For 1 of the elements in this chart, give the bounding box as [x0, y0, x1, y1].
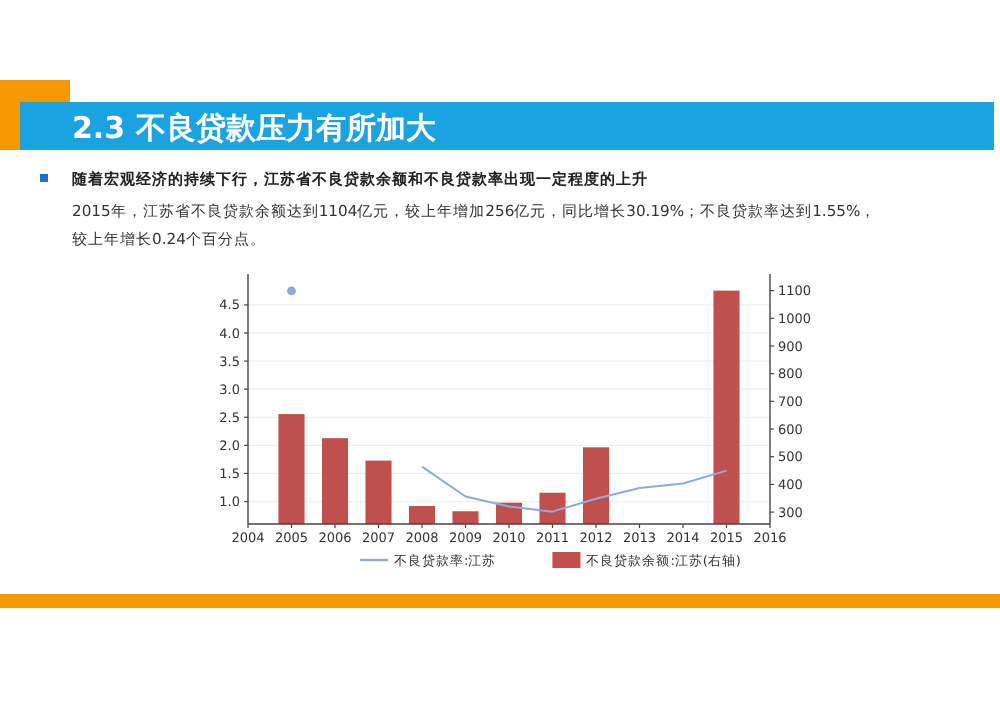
chart-title: 2.3 不良贷款压力有所加大	[72, 110, 438, 146]
